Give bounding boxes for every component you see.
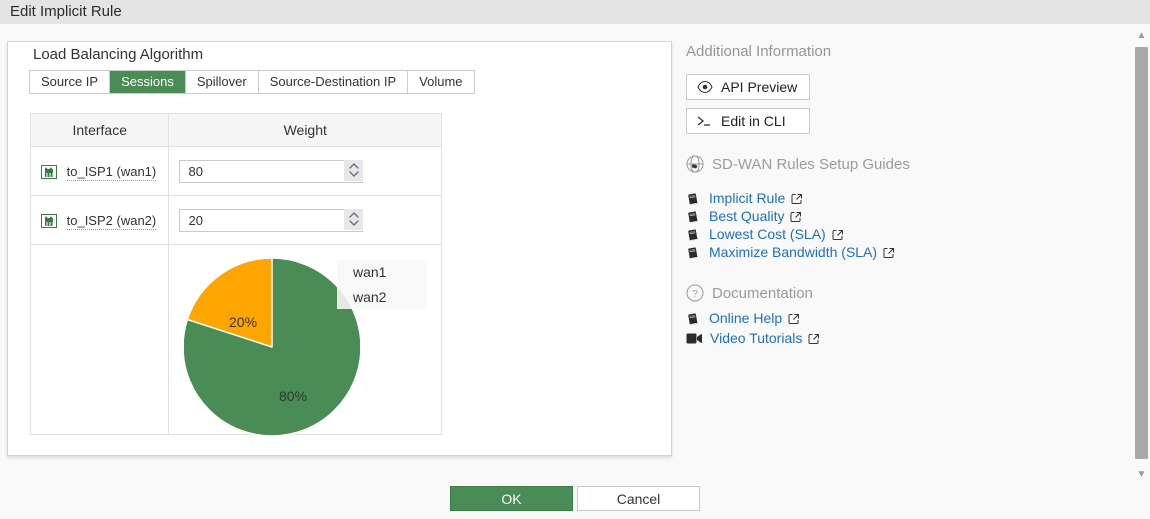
svg-text:?: ?	[692, 289, 698, 300]
